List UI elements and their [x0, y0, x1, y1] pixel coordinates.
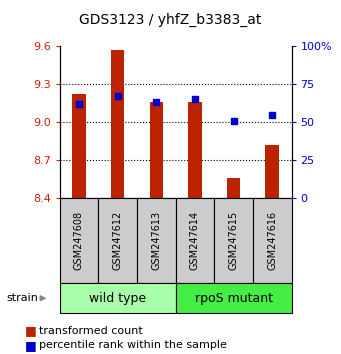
Text: transformed count: transformed count [39, 326, 143, 336]
Text: GSM247608: GSM247608 [74, 211, 84, 270]
Text: GSM247615: GSM247615 [228, 211, 239, 270]
Point [153, 99, 159, 105]
Point [76, 101, 82, 107]
Point [192, 96, 198, 102]
Text: GSM247612: GSM247612 [113, 211, 123, 270]
Text: GSM247614: GSM247614 [190, 211, 200, 270]
Bar [111, 50, 124, 198]
Bar [149, 102, 163, 198]
Text: GSM247613: GSM247613 [151, 211, 161, 270]
Bar [72, 94, 86, 198]
Text: ■: ■ [25, 339, 36, 352]
Point [269, 112, 275, 118]
Text: rpoS mutant: rpoS mutant [195, 292, 272, 305]
Bar [265, 145, 279, 198]
Bar [188, 102, 202, 198]
Text: ■: ■ [25, 325, 36, 337]
Text: wild type: wild type [89, 292, 146, 305]
Text: GDS3123 / yhfZ_b3383_at: GDS3123 / yhfZ_b3383_at [79, 12, 262, 27]
Point [115, 93, 120, 99]
Bar [227, 178, 240, 198]
Text: percentile rank within the sample: percentile rank within the sample [39, 340, 227, 350]
Text: strain: strain [7, 293, 39, 303]
Point [231, 118, 236, 124]
Text: GSM247616: GSM247616 [267, 211, 277, 270]
